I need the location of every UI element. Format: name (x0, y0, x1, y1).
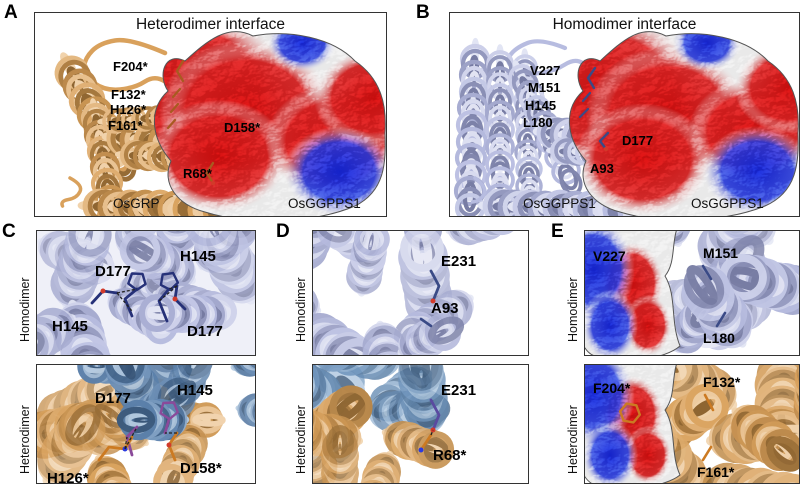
svg-text:D177: D177 (187, 323, 223, 340)
svg-text:H145: H145 (525, 98, 556, 113)
svg-text:R68*: R68* (433, 447, 467, 464)
svg-text:F204*: F204* (593, 380, 631, 396)
svg-text:D177: D177 (622, 133, 653, 148)
svg-text:L180: L180 (703, 330, 735, 346)
svg-text:H126*: H126* (47, 470, 89, 483)
svg-text:D158*: D158* (224, 120, 261, 135)
svg-text:M151: M151 (528, 80, 561, 95)
svg-text:E231: E231 (441, 253, 476, 270)
svg-text:H126*: H126* (110, 102, 147, 117)
svg-text:F161*: F161* (697, 464, 735, 480)
svg-text:M151: M151 (703, 245, 738, 261)
svg-text:V227: V227 (593, 248, 626, 264)
svg-text:F204*: F204* (113, 59, 149, 74)
svg-text:H145: H145 (180, 248, 216, 265)
svg-text:E231: E231 (441, 382, 476, 399)
svg-text:D177: D177 (95, 390, 131, 407)
svg-text:A93: A93 (431, 300, 459, 317)
svg-text:R68*: R68* (183, 166, 213, 181)
svg-text:F132*: F132* (703, 374, 741, 390)
svg-text:D177: D177 (95, 263, 131, 280)
svg-text:V227: V227 (530, 63, 560, 78)
svg-text:F132*: F132* (111, 87, 147, 102)
svg-text:A93: A93 (590, 161, 614, 176)
svg-text:F161*: F161* (108, 118, 144, 133)
svg-text:H145: H145 (177, 382, 213, 399)
svg-text:D158*: D158* (180, 460, 222, 477)
svg-text:L180: L180 (523, 115, 553, 130)
svg-text:H145: H145 (52, 318, 88, 335)
